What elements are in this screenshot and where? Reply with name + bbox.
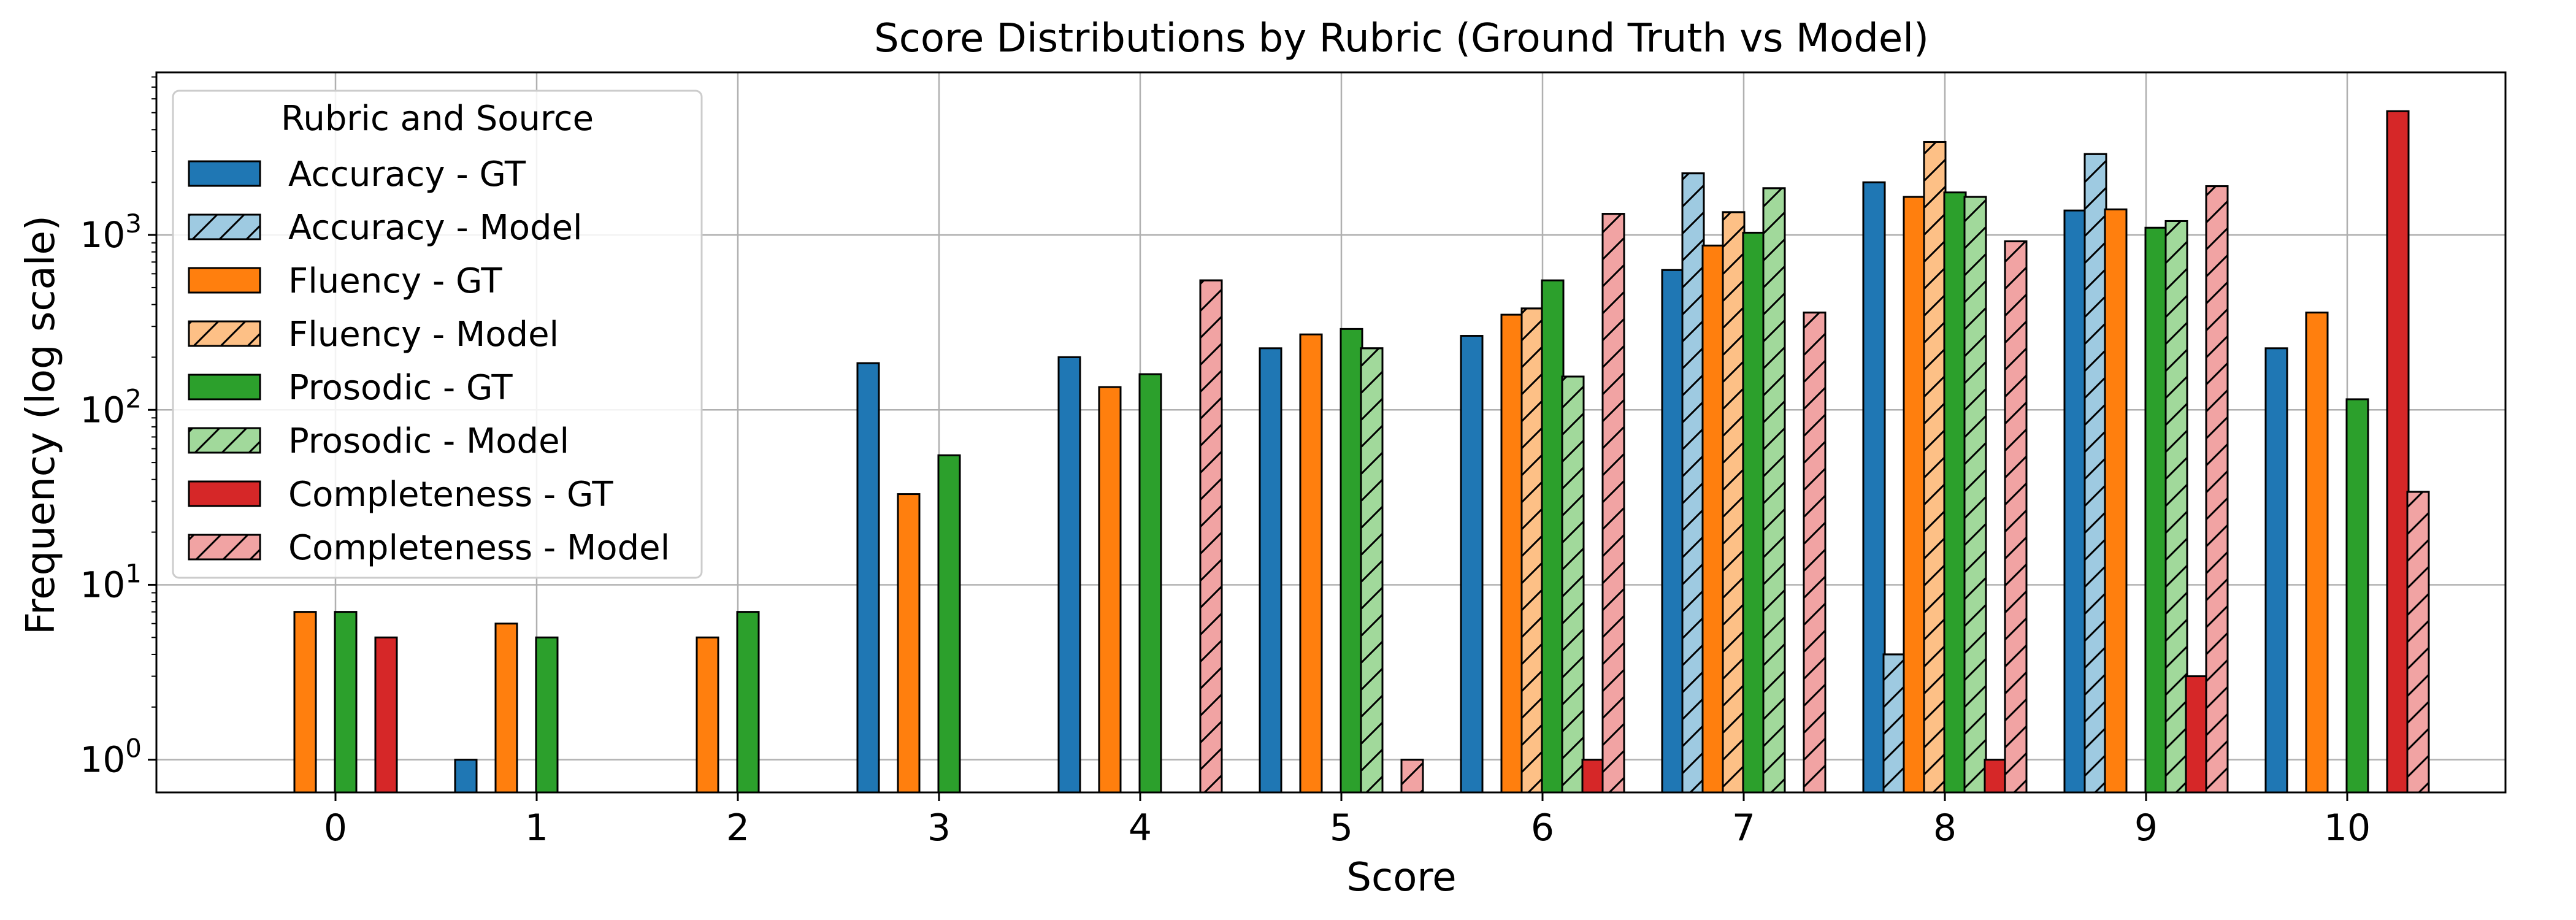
legend-label: Completeness - Model [288, 528, 670, 568]
bar-hatch [1360, 347, 1384, 794]
bar-hatch [2164, 220, 2188, 794]
bar-hatch [1963, 196, 1987, 794]
bar [1903, 196, 1926, 794]
bar [454, 759, 478, 794]
y-tick-label: 101 [80, 558, 142, 605]
bar [2144, 226, 2168, 794]
legend: Rubric and Source Accuracy - GTAccuracy … [172, 90, 703, 579]
bar-hatch [1923, 140, 1947, 794]
bar [1340, 328, 1363, 794]
bar-hatch [1803, 312, 1827, 794]
bar [1138, 373, 1162, 794]
bar [1541, 279, 1565, 794]
y-tick-label: 102 [80, 383, 142, 431]
legend-title: Rubric and Source [281, 99, 594, 139]
bar [2185, 675, 2209, 794]
legend-label: Fluency - GT [288, 261, 502, 301]
bar [2264, 347, 2288, 794]
bar [736, 611, 760, 794]
bar [1259, 347, 1282, 794]
bar [696, 636, 719, 794]
bar-hatch [2406, 491, 2430, 794]
x-tick-label: 1 [525, 807, 548, 849]
x-axis-label: Score [1346, 855, 1456, 900]
bar [1742, 231, 1766, 794]
bar-hatch [1882, 653, 1906, 794]
bar-hatch [1561, 375, 1585, 794]
bar [494, 623, 518, 794]
bar [2386, 110, 2410, 794]
bar [1299, 333, 1323, 794]
bar-hatch [1520, 307, 1544, 794]
bars [293, 110, 2430, 794]
y-tick-label: 100 [80, 734, 142, 781]
x-tick-label: 7 [1732, 807, 1755, 849]
chart-title: Score Distributions by Rubric (Ground Tr… [874, 16, 1929, 61]
bar-hatch [2205, 185, 2229, 794]
x-tick-label: 8 [1933, 807, 1957, 849]
bar [1098, 386, 1122, 794]
bar [856, 362, 880, 794]
bar [1701, 244, 1725, 794]
bar [1943, 191, 1967, 794]
bar [1460, 335, 1484, 794]
x-tick-label: 0 [324, 807, 347, 849]
legend-swatch-hatch [188, 427, 261, 454]
bar [2104, 208, 2128, 794]
legend-label: Fluency - Model [288, 315, 559, 355]
x-tick-label: 4 [1129, 807, 1152, 849]
y-axis-label: Frequency (log scale) [18, 215, 64, 635]
bar-hatch [1199, 279, 1223, 794]
x-tick-label: 5 [1330, 807, 1353, 849]
legend-swatch [188, 374, 261, 401]
x-tick-label: 10 [2324, 807, 2371, 849]
legend-label: Prosodic - GT [288, 368, 513, 408]
x-tick-label: 6 [1531, 807, 1554, 849]
legend-label: Accuracy - Model [288, 208, 583, 248]
bar-hatch [2004, 240, 2028, 794]
legend-swatch-hatch [188, 320, 261, 347]
bar-hatch [1681, 172, 1705, 794]
x-tick-label: 9 [2134, 807, 2158, 849]
bar [535, 636, 559, 794]
bar [1581, 759, 1605, 794]
legend-swatch-hatch [188, 213, 261, 240]
bar [2345, 398, 2369, 794]
bar-hatch [1762, 187, 1786, 794]
bar [2305, 312, 2329, 794]
legend-swatch [188, 160, 261, 187]
bar [1862, 181, 1886, 794]
x-tick-label: 2 [726, 807, 749, 849]
bar-hatch [1722, 211, 1746, 794]
legend-swatch-hatch [188, 534, 261, 561]
legend-swatch [188, 480, 261, 507]
bar [897, 493, 921, 794]
y-tick-label: 103 [80, 209, 142, 256]
bar [293, 611, 317, 794]
bar [937, 454, 961, 794]
bar-hatch [2083, 153, 2107, 794]
bar [374, 636, 398, 794]
legend-label: Completeness - GT [288, 475, 613, 515]
axis-ticks: 0 1 2 3 4 5 6 7 8 9 10 100 101 102 103 [80, 76, 2371, 849]
legend-label: Accuracy - GT [288, 155, 526, 194]
legend-frame [172, 90, 703, 579]
bar [334, 611, 358, 794]
plot-frame [155, 71, 2507, 794]
bar-hatch [1400, 759, 1424, 794]
bar [2063, 209, 2087, 794]
bar [1661, 269, 1685, 794]
legend-label: Prosodic - Model [288, 421, 569, 461]
legend-swatch [188, 267, 261, 294]
bar [1057, 356, 1081, 794]
legend-entries: Accuracy - GT Accuracy - Model Fluency - G… [188, 155, 670, 568]
x-tick-label: 3 [927, 807, 951, 849]
bar-hatch [1601, 213, 1625, 794]
bar [1984, 759, 2007, 794]
bar [1500, 313, 1524, 794]
